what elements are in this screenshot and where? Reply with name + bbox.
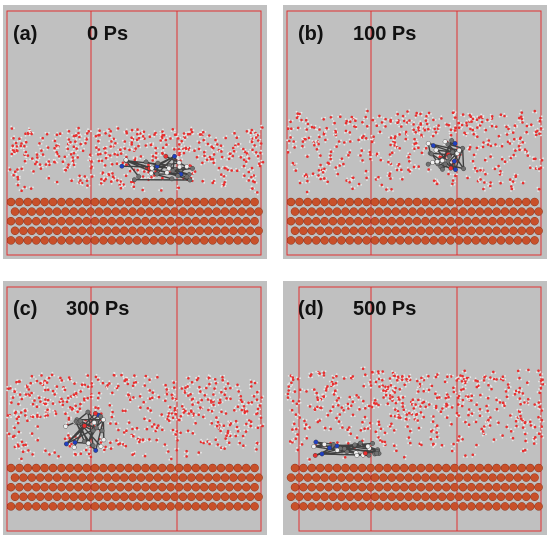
inhibitor-molecule (63, 409, 107, 453)
simulation-box (6, 286, 262, 532)
snapshot-a-canvas (6, 10, 265, 256)
metal-slab (286, 463, 543, 511)
simulation-box (6, 10, 262, 256)
metal-slab (6, 197, 263, 245)
metal-slab (6, 463, 263, 511)
water-layer (7, 124, 265, 196)
simulation-box (298, 286, 542, 532)
panel-b: (b) 100 Ps (283, 5, 547, 259)
inhibitor-molecule (425, 138, 467, 173)
panel-d-time: 500 Ps (353, 298, 417, 320)
panel-d-letter: (d) (298, 298, 324, 320)
panel-d: (d) 500 Ps (283, 281, 547, 535)
panel-b-time: 100 Ps (353, 23, 417, 45)
panel-c-letter: (c) (13, 298, 38, 320)
panel-c-time: 300 Ps (66, 298, 130, 320)
snapshot-b-canvas (286, 10, 545, 256)
snapshot-c-canvas (6, 286, 265, 532)
water-layer (286, 108, 545, 196)
panel-a-letter: (a) (13, 23, 38, 45)
panel-c: (c) 300 Ps (3, 281, 267, 535)
metal-slab (286, 197, 543, 245)
simulation-box (286, 10, 542, 256)
panel-a-time: 0 Ps (87, 23, 129, 45)
water-layer (6, 371, 265, 462)
inhibitor-molecule (311, 439, 382, 458)
snapshot-d-canvas (284, 286, 546, 532)
panel-a: (a) 0 Ps (3, 5, 267, 259)
panel-b-letter: (b) (298, 23, 324, 45)
inhibitor-molecule (119, 153, 195, 183)
